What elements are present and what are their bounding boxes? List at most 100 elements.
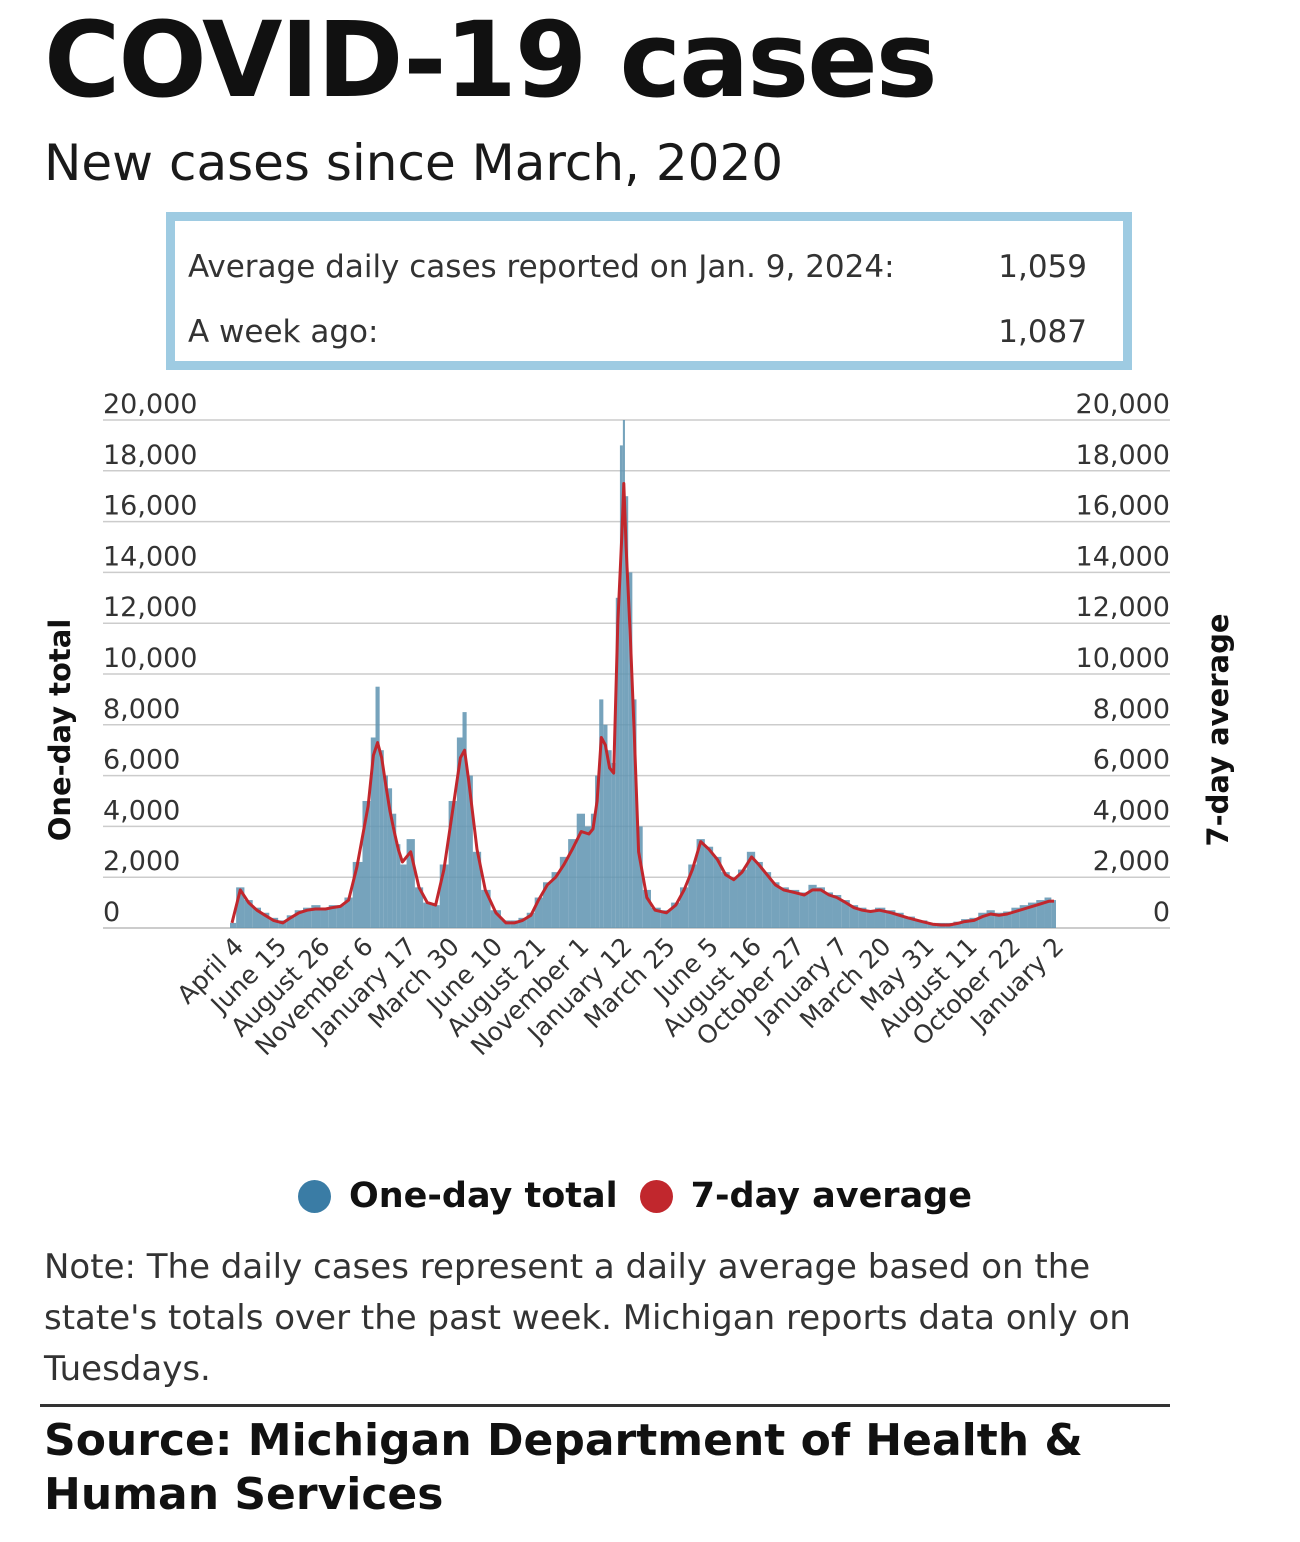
one-day-bar — [628, 572, 633, 928]
one-day-bar — [1011, 907, 1020, 928]
one-day-bar — [642, 889, 651, 928]
y-axis-right-ticks: 20,000 18,000 16,000 14,000 12,000 10,000 8,00… — [1076, 389, 1170, 928]
one-day-bar — [866, 910, 875, 928]
y-tick-left: 12,000 — [103, 592, 197, 623]
one-day-bar — [576, 813, 586, 928]
one-day-bar — [230, 922, 237, 928]
one-day-bar — [755, 861, 763, 928]
one-day-bar — [679, 887, 689, 928]
one-day-bar — [636, 826, 643, 928]
one-day-bar — [406, 839, 415, 928]
one-day-bar — [481, 889, 491, 928]
one-day-bar — [858, 907, 867, 928]
one-day-bar — [456, 737, 463, 928]
one-day-bar — [320, 907, 329, 928]
y-tick-left: 8,000 — [103, 694, 180, 725]
y-tick-right: 16,000 — [1076, 491, 1170, 522]
one-day-bar — [383, 775, 388, 928]
one-day-bar — [779, 887, 789, 928]
y-tick-right: 10,000 — [1076, 643, 1170, 674]
y-tick-left: 10,000 — [103, 643, 197, 674]
one-day-bar — [336, 905, 345, 928]
stat-value-current: 1,059 — [998, 249, 1087, 285]
one-day-bar — [1044, 897, 1052, 928]
stats-box: Average daily cases reported on Jan. 9, … — [166, 212, 1132, 370]
one-day-bar — [414, 887, 424, 928]
one-day-bar — [526, 912, 535, 928]
one-day-bar — [671, 902, 680, 928]
legend-label-one-day: One-day total — [349, 1176, 618, 1216]
one-day-bars — [230, 420, 1056, 928]
y-tick-right: 4,000 — [1093, 795, 1170, 826]
legend-dot-one-day — [298, 1179, 331, 1213]
y-tick-left: 0 — [103, 897, 120, 928]
one-day-bar — [551, 872, 560, 928]
one-day-bar — [615, 597, 620, 928]
y-tick-right: 20,000 — [1076, 389, 1170, 420]
one-day-bar — [721, 872, 730, 928]
one-day-bar — [1027, 902, 1037, 928]
one-day-bar — [599, 699, 604, 928]
y-tick-left: 6,000 — [103, 745, 180, 776]
one-day-bar — [632, 699, 637, 928]
one-day-bar — [260, 912, 270, 928]
one-day-bar — [400, 864, 407, 928]
one-day-bar — [387, 788, 393, 928]
one-day-bar — [518, 917, 527, 928]
chart-subtitle: New cases since March, 2020 — [44, 134, 784, 192]
one-day-bar — [986, 910, 995, 928]
y-tick-left: 14,000 — [103, 541, 197, 572]
one-day-bar — [466, 775, 473, 928]
one-day-bar — [362, 801, 371, 928]
y-tick-left: 20,000 — [103, 389, 197, 420]
y-tick-right: 18,000 — [1076, 440, 1170, 471]
source-credit: Source: Michigan Department of Health & … — [44, 1415, 1083, 1520]
one-day-bar — [704, 846, 714, 928]
one-day-bar — [788, 889, 800, 928]
one-day-bar — [269, 917, 279, 928]
one-day-bar — [607, 750, 612, 928]
stat-value-week-ago: 1,087 — [998, 314, 1087, 350]
one-day-bar — [1003, 911, 1012, 928]
one-day-bar — [832, 894, 842, 928]
one-day-bar — [799, 892, 809, 928]
one-day-bar — [375, 686, 380, 928]
one-day-bar — [294, 910, 304, 928]
one-day-bar — [841, 900, 850, 928]
one-day-bar — [729, 877, 738, 928]
stat-row-current: Average daily cases reported on Jan. 9, … — [188, 249, 1087, 285]
one-day-bar — [903, 916, 915, 928]
stat-row-week-ago: A week ago: 1,087 — [188, 314, 1087, 350]
one-day-bar — [969, 917, 979, 928]
y-tick-right: 2,000 — [1093, 846, 1170, 877]
y-tick-left: 16,000 — [103, 491, 197, 522]
divider — [40, 1404, 1170, 1407]
one-day-bar — [303, 907, 312, 928]
chart-note: Note: The daily cases represent a daily … — [44, 1247, 1131, 1389]
legend-item-one-day: One-day total — [298, 1176, 618, 1216]
one-day-bar — [542, 882, 552, 928]
one-day-bar — [379, 750, 384, 928]
one-day-bar — [595, 775, 600, 928]
y-tick-right: 8,000 — [1093, 694, 1170, 725]
one-day-bar — [423, 902, 432, 928]
one-day-bar — [746, 851, 756, 928]
y-axis-left-label: One-day total — [43, 619, 77, 842]
one-day-bar — [590, 813, 596, 928]
one-day-bar — [568, 839, 577, 928]
one-day-bar — [771, 882, 780, 928]
one-day-bar — [585, 826, 591, 928]
y-tick-left: 18,000 — [103, 440, 197, 471]
one-day-bar — [352, 861, 363, 928]
one-day-bar — [431, 905, 440, 928]
one-day-bar — [737, 869, 747, 928]
y-tick-right: 0 — [1153, 897, 1170, 928]
legend: One-day total 7-day average — [298, 1176, 994, 1216]
one-day-bar — [895, 912, 904, 928]
stat-label-current: Average daily cases reported on Jan. 9, … — [188, 249, 895, 285]
one-day-bar — [472, 851, 482, 928]
one-day-bar — [611, 762, 616, 928]
one-day-bar — [961, 919, 970, 928]
one-day-bar — [490, 910, 501, 928]
